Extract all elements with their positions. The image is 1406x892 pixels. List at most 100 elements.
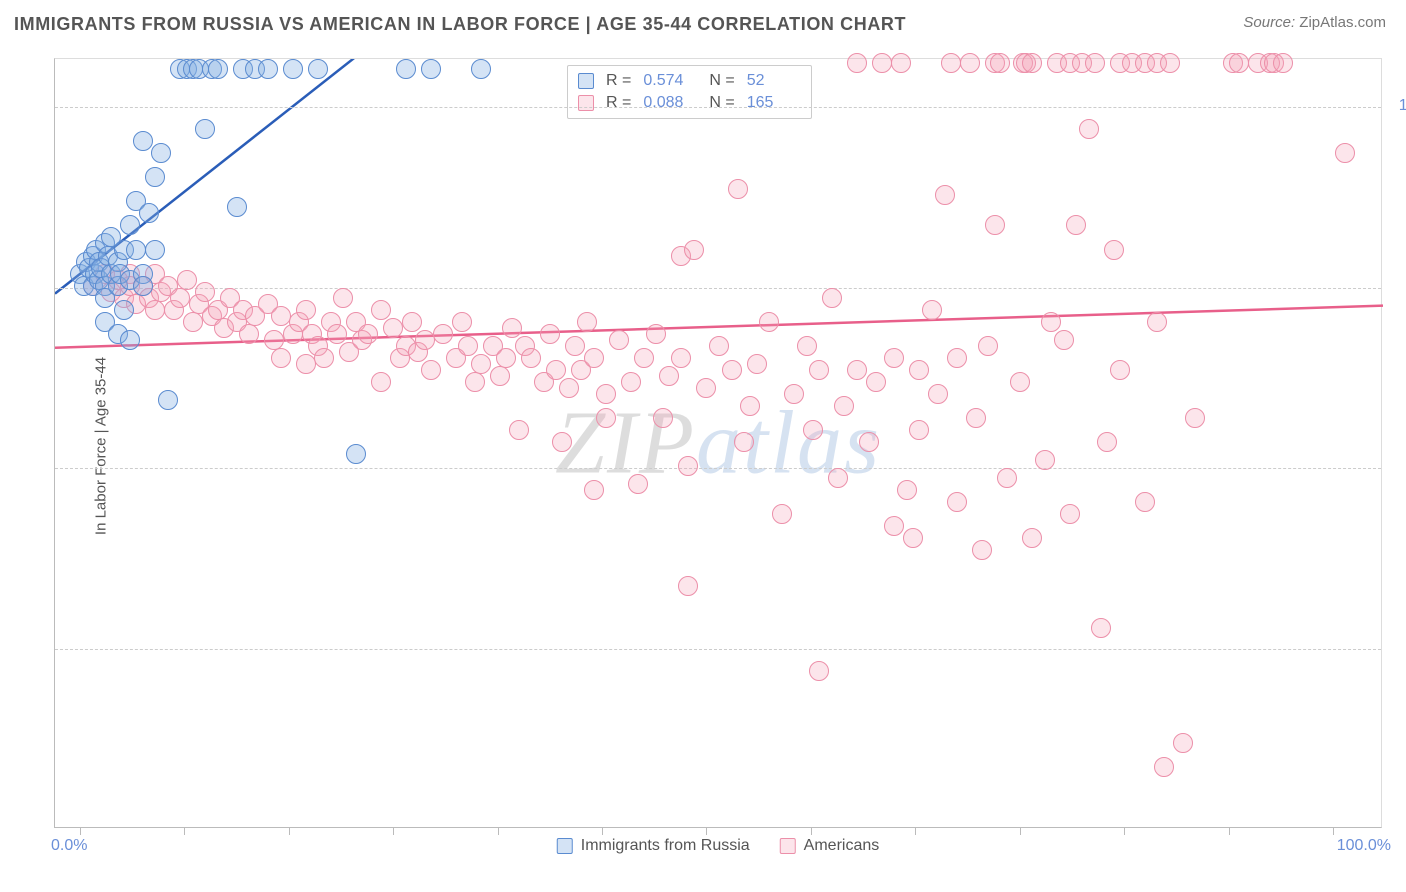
data-point — [1054, 330, 1074, 350]
stat-value-n-pink: 165 — [747, 94, 801, 112]
x-tick — [602, 827, 603, 835]
data-point — [1022, 528, 1042, 548]
data-point — [1022, 53, 1042, 73]
data-point — [577, 312, 597, 332]
data-point — [396, 59, 416, 79]
stat-value-r-pink: 0.088 — [643, 94, 697, 112]
data-point — [909, 360, 929, 380]
data-point — [646, 324, 666, 344]
data-point — [264, 330, 284, 350]
data-point — [170, 288, 190, 308]
data-point — [1154, 757, 1174, 777]
data-point — [709, 336, 729, 356]
data-point — [415, 330, 435, 350]
data-point — [1147, 312, 1167, 332]
data-point — [1110, 360, 1130, 380]
data-point — [847, 360, 867, 380]
data-point — [922, 300, 942, 320]
data-point — [872, 53, 892, 73]
data-point — [552, 432, 572, 452]
data-point — [114, 300, 134, 320]
data-point — [978, 336, 998, 356]
swatch-pink — [578, 95, 594, 111]
data-point — [471, 59, 491, 79]
data-point — [502, 318, 522, 338]
gridline — [55, 468, 1381, 469]
data-point — [740, 396, 760, 416]
data-point — [897, 480, 917, 500]
data-point — [227, 197, 247, 217]
data-point — [1185, 408, 1205, 428]
data-point — [433, 324, 453, 344]
stat-label-n: N = — [705, 72, 738, 90]
data-point — [822, 288, 842, 308]
data-point — [195, 119, 215, 139]
data-point — [653, 408, 673, 428]
gridline — [55, 288, 1381, 289]
data-point — [509, 420, 529, 440]
data-point — [471, 354, 491, 374]
data-point — [421, 59, 441, 79]
data-point — [308, 59, 328, 79]
x-tick-label-min: 0.0% — [51, 837, 87, 855]
data-point — [296, 354, 316, 374]
data-point — [678, 456, 698, 476]
data-point — [797, 336, 817, 356]
data-point — [847, 53, 867, 73]
data-point — [333, 288, 353, 308]
data-point — [734, 432, 754, 452]
data-point — [678, 576, 698, 596]
stat-legend-row-blue: R = 0.574 N = 52 — [578, 70, 801, 92]
data-point — [941, 53, 961, 73]
data-point — [985, 215, 1005, 235]
data-point — [1335, 143, 1355, 163]
data-point — [809, 661, 829, 681]
stat-value-n-blue: 52 — [747, 72, 801, 90]
data-point — [696, 378, 716, 398]
data-point — [490, 366, 510, 386]
data-point — [559, 378, 579, 398]
series-legend: Immigrants from Russia Americans — [557, 837, 880, 855]
data-point — [565, 336, 585, 356]
x-tick — [1124, 827, 1125, 835]
data-point — [834, 396, 854, 416]
x-tick — [1333, 827, 1334, 835]
data-point — [909, 420, 929, 440]
data-point — [866, 372, 886, 392]
legend-label-pink: Americans — [804, 837, 880, 855]
data-point — [960, 53, 980, 73]
data-point — [314, 348, 334, 368]
data-point — [990, 53, 1010, 73]
data-point — [271, 348, 291, 368]
data-point — [145, 240, 165, 260]
data-point — [628, 474, 648, 494]
data-point — [935, 185, 955, 205]
data-point — [546, 360, 566, 380]
data-point — [421, 360, 441, 380]
data-point — [747, 354, 767, 374]
data-point — [452, 312, 472, 332]
data-point — [145, 300, 165, 320]
data-point — [283, 59, 303, 79]
stat-legend-row-pink: R = 0.088 N = 165 — [578, 92, 801, 114]
data-point — [859, 432, 879, 452]
data-point — [803, 420, 823, 440]
data-point — [1079, 119, 1099, 139]
trendlines-overlay — [55, 59, 1383, 829]
data-point — [1273, 53, 1293, 73]
data-point — [884, 516, 904, 536]
x-tick — [498, 827, 499, 835]
data-point — [1097, 432, 1117, 452]
data-point — [126, 240, 146, 260]
data-point — [371, 300, 391, 320]
data-point — [634, 348, 654, 368]
data-point — [145, 167, 165, 187]
data-point — [239, 324, 259, 344]
data-point — [465, 372, 485, 392]
x-tick — [289, 827, 290, 835]
data-point — [772, 504, 792, 524]
data-point — [684, 240, 704, 260]
data-point — [784, 384, 804, 404]
data-point — [177, 270, 197, 290]
data-point — [966, 408, 986, 428]
